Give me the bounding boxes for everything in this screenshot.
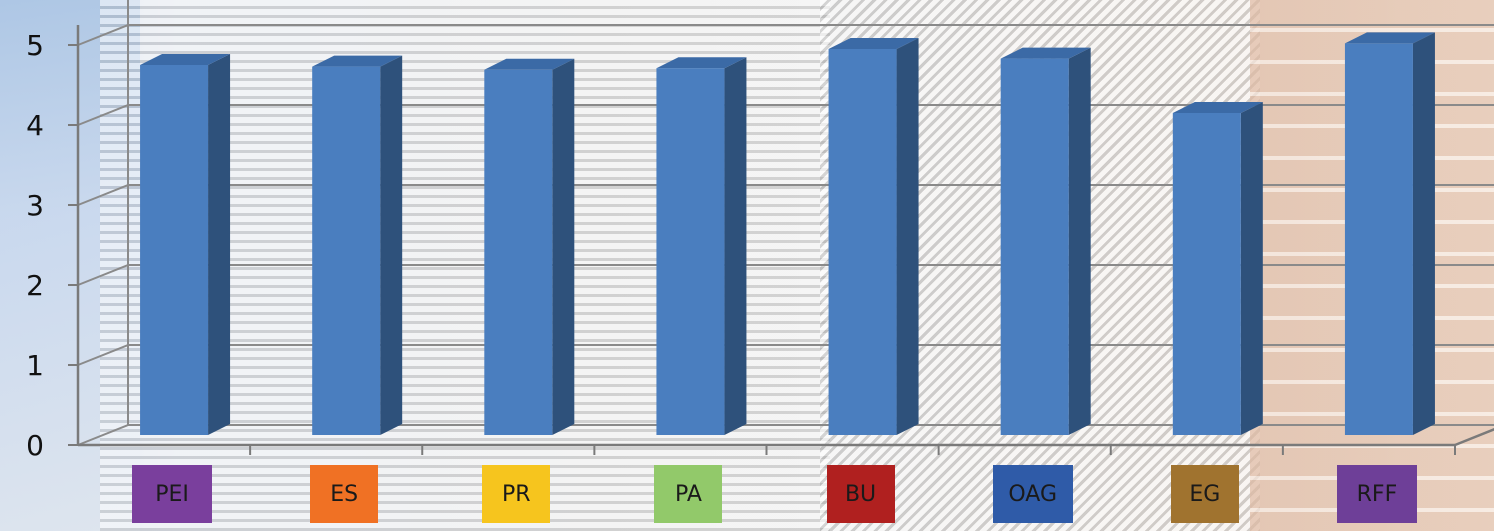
bar-side bbox=[724, 57, 747, 435]
bar-top bbox=[484, 58, 575, 70]
gridline-depth bbox=[77, 104, 129, 126]
gridline-depth bbox=[77, 344, 129, 366]
y-tick-label: 3 bbox=[26, 189, 44, 222]
bar-side bbox=[380, 55, 403, 435]
bar-pr bbox=[484, 69, 553, 436]
category-label-rff: RFF bbox=[1336, 465, 1417, 523]
bar-rff bbox=[1344, 43, 1413, 436]
bar-pa bbox=[656, 68, 725, 435]
category-label-eg: EG bbox=[1170, 465, 1239, 523]
y-tick-label: 1 bbox=[26, 349, 44, 382]
bar-es bbox=[312, 66, 381, 435]
bar-top bbox=[1172, 102, 1263, 113]
y-tick-labels: 0 1 2 3 4 5 bbox=[26, 29, 44, 462]
bar-side bbox=[208, 54, 231, 435]
gridline-depth bbox=[77, 24, 129, 46]
gridlines bbox=[77, 0, 1494, 446]
bar-side bbox=[1412, 32, 1435, 436]
gridline-depth bbox=[77, 424, 129, 446]
bar-side bbox=[896, 38, 919, 435]
category-label-bu: BU bbox=[826, 465, 895, 523]
bar-top bbox=[828, 38, 919, 49]
category-label-pr: PR bbox=[482, 465, 551, 523]
bar-top bbox=[312, 55, 403, 67]
axes bbox=[68, 25, 1494, 455]
gridline-depth bbox=[77, 184, 129, 206]
category-label-oag: OAG bbox=[992, 465, 1073, 523]
category-label-es: ES bbox=[310, 465, 379, 523]
bar-eg bbox=[1172, 113, 1241, 435]
y-tick-label: 4 bbox=[26, 109, 44, 142]
bar-top bbox=[140, 54, 231, 65]
category-label-pei: PEI bbox=[132, 465, 213, 523]
y-tick-label: 5 bbox=[26, 29, 44, 62]
bar-side bbox=[552, 58, 575, 436]
bar-top bbox=[1344, 32, 1435, 44]
bar-bu bbox=[828, 49, 897, 435]
bar-side bbox=[1240, 102, 1263, 435]
bar-side bbox=[1068, 47, 1091, 435]
y-tick-label: 2 bbox=[26, 269, 44, 302]
bars bbox=[140, 32, 1435, 436]
floor-edge bbox=[1454, 428, 1494, 447]
gridline-depth bbox=[77, 264, 129, 286]
y-tick-label: 0 bbox=[26, 429, 44, 462]
bar-pei bbox=[140, 65, 209, 435]
category-label-pa: PA bbox=[654, 465, 723, 523]
bar-top bbox=[656, 57, 747, 69]
bar-top bbox=[1000, 47, 1091, 59]
bar-oag bbox=[1000, 58, 1069, 435]
